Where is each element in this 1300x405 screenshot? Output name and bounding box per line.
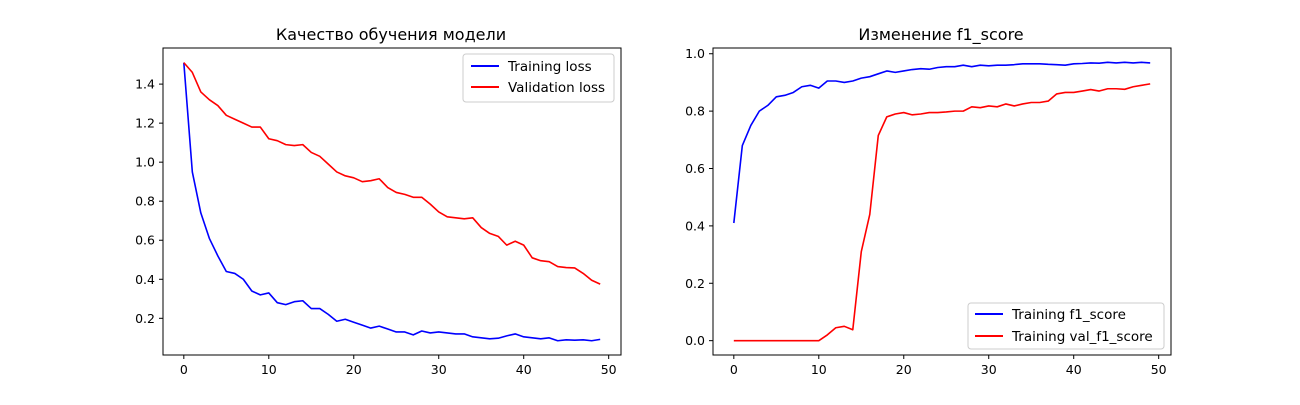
y-tick-label: 0.0	[685, 333, 705, 348]
y-tick-label: 1.2	[135, 116, 155, 131]
legend-label-val-f1: Training val_f1_score	[1011, 329, 1153, 345]
x-tick-label: 0	[730, 362, 738, 377]
f1-chart-legend: Training f1_score Training val_f1_score	[967, 302, 1165, 350]
f1-legend-box	[967, 302, 1165, 350]
y-tick-label: 0.4	[135, 272, 155, 287]
series-line-validation-loss	[183, 62, 601, 285]
f1-chart-ticks: 0 10 20 30 40 50 0.0 0.2 0.4 0.6 0.8 1.0	[685, 46, 1167, 377]
f1-chart-frame	[712, 47, 1172, 356]
series-line-training-val-f1-score	[733, 83, 1151, 342]
y-tick-label: 0.6	[135, 233, 155, 248]
y-tick-label: 1.0	[685, 46, 705, 61]
x-tick-label: 30	[431, 362, 447, 377]
series-line-training-loss	[183, 62, 601, 342]
x-tick-label: 50	[601, 362, 617, 377]
y-tick-label: 0.8	[685, 104, 705, 119]
series-line-training-f1-score	[733, 61, 1151, 224]
loss-chart-lines	[183, 62, 601, 342]
f1-chart-lines	[733, 61, 1151, 342]
legend-label-training-loss: Training loss	[507, 59, 592, 75]
loss-chart-title: Качество обучения модели	[276, 25, 506, 44]
loss-chart-frame	[162, 47, 622, 356]
x-tick-label: 20	[346, 362, 362, 377]
f1-chart-title: Изменение f1_score	[858, 25, 1023, 45]
y-tick-label: 0.8	[135, 194, 155, 209]
x-tick-label: 30	[981, 362, 997, 377]
x-tick-label: 0	[180, 362, 188, 377]
x-tick-label: 10	[261, 362, 277, 377]
loss-chart: Качество обучения модели 0 10 20 30 40 500.20…	[135, 25, 622, 377]
loss-chart-ticks: 0 10 20 30 40 50 0.2 0.4 0.6 0.8 1.0 1.2 1.4	[135, 77, 617, 377]
y-tick-label: 1.0	[135, 155, 155, 170]
x-tick-label: 10	[811, 362, 827, 377]
f1-chart: Изменение f1_score 0 10 20 30 40 500.00.20.40…	[685, 25, 1172, 377]
legend-label-training-f1: Training f1_score	[1011, 307, 1126, 323]
x-tick-label: 50	[1151, 362, 1167, 377]
loss-chart-legend: Training loss Validation loss	[462, 53, 615, 103]
y-tick-label: 1.4	[135, 77, 155, 92]
y-tick-label: 0.4	[685, 218, 705, 233]
x-tick-label: 40	[1066, 362, 1082, 377]
loss-legend-box	[462, 53, 615, 103]
y-tick-label: 0.2	[685, 276, 705, 291]
y-tick-label: 0.2	[135, 311, 155, 326]
y-tick-label: 0.6	[685, 161, 705, 176]
x-tick-label: 20	[896, 362, 912, 377]
x-tick-label: 40	[516, 362, 532, 377]
legend-label-validation-loss: Validation loss	[508, 80, 605, 96]
